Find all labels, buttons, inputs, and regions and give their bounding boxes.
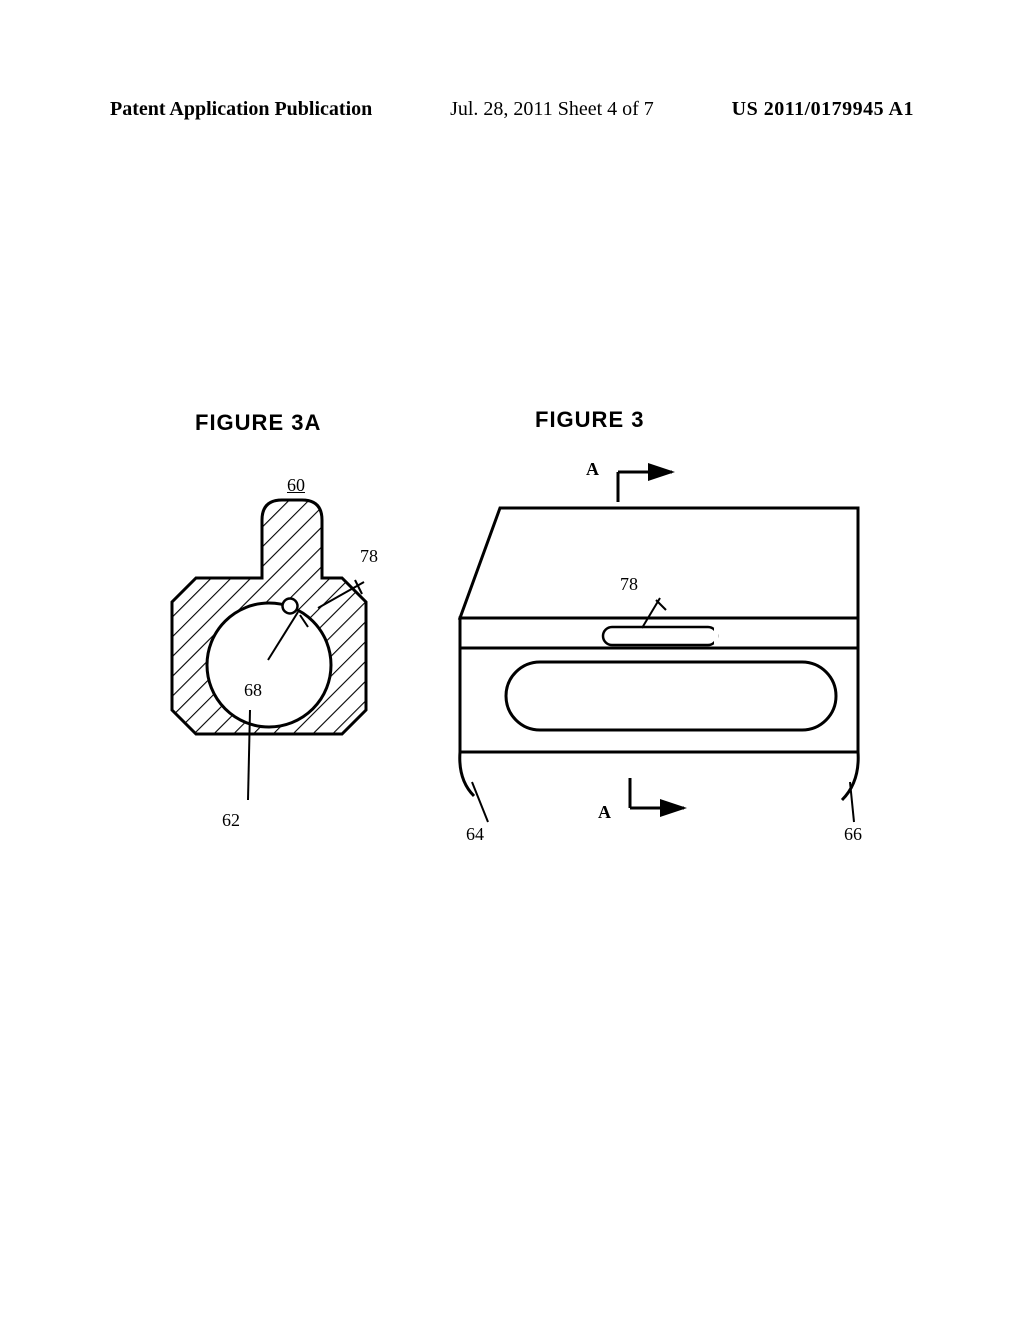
header-middle: Jul. 28, 2011 Sheet 4 of 7 — [450, 98, 654, 121]
figure-3a-title: FIGURE 3A — [195, 410, 321, 436]
section-label-top: A — [586, 459, 599, 480]
header-left: Patent Application Publication — [110, 98, 372, 121]
section-label-bottom: A — [598, 802, 611, 823]
patent-page: Patent Application Publication Jul. 28, … — [0, 0, 1024, 1320]
ref-64: 64 — [466, 824, 484, 845]
leader-64 — [472, 782, 488, 822]
ref-78-3a: 78 — [360, 546, 378, 567]
ref-78-3: 78 — [620, 574, 638, 595]
patent-drawing — [130, 440, 890, 860]
figures-svg — [130, 440, 890, 860]
section-arrow-top — [618, 472, 672, 502]
fig3a-bore-circle — [207, 603, 331, 727]
ref-62: 62 — [222, 810, 240, 831]
header-right: US 2011/0179945 A1 — [732, 98, 914, 121]
figure-3a-group — [172, 500, 366, 800]
figure-3-title: FIGURE 3 — [535, 407, 644, 433]
section-arrow-bottom — [630, 778, 684, 808]
page-header: Patent Application Publication Jul. 28, … — [0, 98, 1024, 121]
figure-3-group — [460, 472, 858, 822]
fig3-large-opening — [506, 662, 836, 730]
fig3-left-leg — [460, 752, 474, 796]
ref-66: 66 — [844, 824, 862, 845]
fig3a-small-circle — [283, 599, 298, 614]
fig3-slot-78-outline — [603, 627, 717, 645]
ref-68: 68 — [244, 680, 262, 701]
